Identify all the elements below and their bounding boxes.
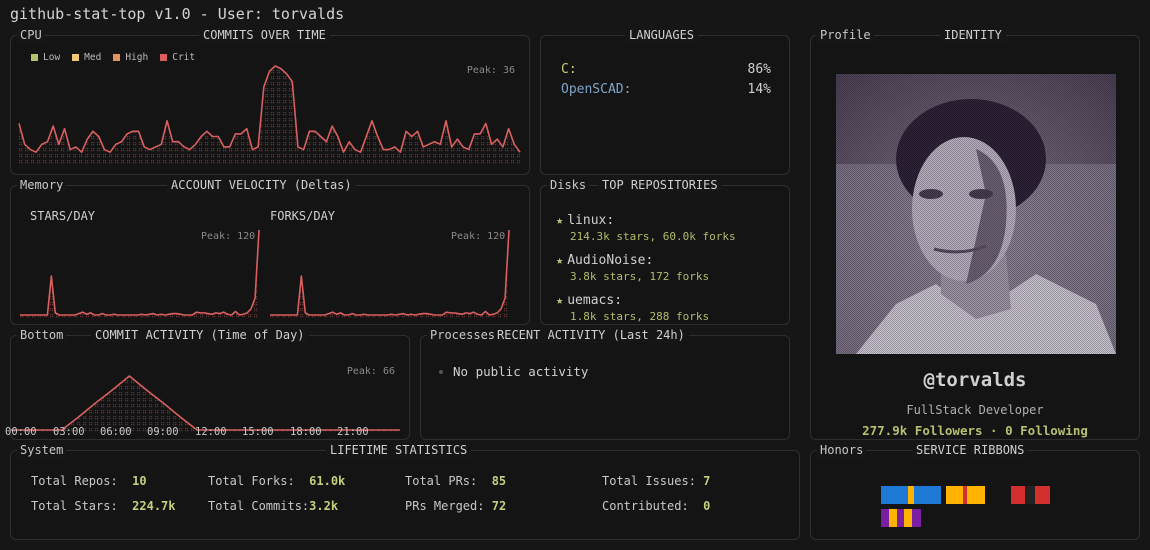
bullet-icon (439, 369, 443, 374)
x-tick: 12:00 (195, 426, 227, 438)
x-tick: 09:00 (147, 426, 179, 438)
panel-title: LIFETIME STATISTICS (326, 442, 472, 458)
stars-peak-label: Peak: 120 (201, 231, 256, 242)
star-icon: ★ (556, 253, 564, 267)
panel-title: TOP REPOSITORIES (598, 177, 722, 193)
repos-panel: Disks TOP REPOSITORIES ★ linux: 214.3k st… (540, 177, 790, 325)
stat-total-forks: Total Forks: 61.0k (208, 474, 346, 488)
repo-name: AudioNoise: (567, 253, 654, 268)
x-tick: 06:00 (100, 426, 132, 438)
repo-name: linux: (567, 213, 615, 228)
commits-line-chart (18, 65, 521, 166)
repo-details: 1.8k stars, 288 forks (570, 310, 710, 323)
time-of-day-area-chart (11, 375, 400, 432)
service-ribbon (881, 486, 942, 504)
star-icon: ★ (556, 293, 564, 307)
languages-panel: LANGUAGES C: 86% OpenSCAD: 14% (540, 27, 790, 175)
chart-legend: Low Med High Crit (31, 52, 195, 63)
panel-tag: Honors (817, 442, 867, 458)
x-tick: 00:00 (5, 426, 37, 438)
stat-total-prs: Total PRs: 85 (405, 474, 507, 488)
repo-details: 3.8k stars, 172 forks (570, 270, 710, 283)
language-name: C: (561, 62, 577, 77)
stars-line-chart (20, 229, 260, 318)
x-tick: 18:00 (290, 426, 322, 438)
velocity-panel: Memory ACCOUNT VELOCITY (Deltas) STARS/D… (10, 177, 530, 325)
x-tick: 21:00 (337, 426, 369, 438)
panel-tag: Bottom (17, 327, 67, 343)
panel-title: COMMIT ACTIVITY (Time of Day) (91, 327, 309, 343)
panel-title: IDENTITY (940, 27, 1006, 43)
recent-activity-panel: Processes RECENT ACTIVITY (Last 24h) No … (420, 327, 790, 440)
forks-peak-label: Peak: 120 (451, 231, 506, 242)
x-tick: 03:00 (53, 426, 85, 438)
avatar (836, 74, 1116, 354)
activity-item: No public activity (439, 364, 588, 379)
stat-total-issues: Total Issues: 7 (602, 474, 711, 488)
profile-handle: @torvalds (923, 369, 1027, 391)
stats-panel: System LIFETIME STATISTICS Total Repos: … (10, 442, 800, 540)
peak-label: Peak: 66 (346, 366, 395, 377)
repo-details: 214.3k stars, 60.0k forks (570, 230, 736, 243)
profile-followers[interactable]: 277.9k Followers · 0 Following (862, 423, 1088, 438)
language-percent: 86% (747, 62, 771, 77)
repo-item-audionoise[interactable]: ★ AudioNoise: 3.8k stars, 172 forks (556, 253, 709, 283)
stat-contributed: Contributed: 0 (602, 499, 711, 513)
legend-med: Med (72, 52, 101, 63)
stat-total-commits: Total Commits:3.2k (208, 499, 339, 513)
legend-high: High (113, 52, 148, 63)
x-tick: 15:00 (242, 426, 274, 438)
honors-panel: Honors SERVICE RIBBONS (810, 442, 1140, 540)
profile-role: FullStack Developer (906, 403, 1044, 417)
legend-low: Low (31, 52, 60, 63)
language-percent: 14% (747, 82, 771, 97)
legend-crit: Crit (160, 52, 195, 63)
peak-label: Peak: 36 (466, 65, 515, 76)
panel-title: RECENT ACTIVITY (Last 24h) (497, 327, 689, 343)
service-ribbon (881, 509, 921, 527)
panel-tag: Memory (17, 177, 67, 193)
stat-prs-merged: PRs Merged: 72 (405, 499, 507, 513)
activity-text: No public activity (453, 364, 589, 379)
panel-title: SERVICE RIBBONS (912, 442, 1029, 458)
panel-tag: CPU (17, 27, 45, 43)
time-of-day-panel: Bottom COMMIT ACTIVITY (Time of Day) Pea… (5, 327, 410, 440)
app-title: github-stat-top v1.0 - User: torvalds (10, 5, 345, 23)
panel-tag: Disks (547, 177, 590, 193)
repo-item-linux[interactable]: ★ linux: 214.3k stars, 60.0k forks (556, 213, 736, 243)
stat-total-stars: Total Stars: 224.7k (31, 499, 176, 513)
panel-title: ACCOUNT VELOCITY (Deltas) (167, 177, 356, 193)
forks-per-day-label: FORKS/DAY (270, 209, 336, 223)
service-ribbon (1011, 486, 1050, 504)
language-row-openscad: OpenSCAD: 14% (561, 82, 771, 97)
panel-tag: Processes (427, 327, 499, 343)
panel-tag: Profile (817, 27, 874, 43)
service-ribbon (946, 486, 985, 504)
identity-panel: Profile IDENTITY @torvalds Fu (810, 27, 1140, 440)
commits-panel: CPU COMMITS OVER TIME Low Med High Crit … (10, 27, 530, 175)
repo-item-uemacs[interactable]: ★ uemacs: 1.8k stars, 288 forks (556, 293, 709, 323)
panel-title: LANGUAGES (625, 27, 699, 43)
language-name: OpenSCAD: (561, 82, 632, 97)
panel-title: COMMITS OVER TIME (199, 27, 330, 43)
stars-per-day-label: STARS/DAY (30, 209, 96, 223)
stat-total-repos: Total Repos: 10 (31, 474, 147, 488)
language-row-c: C: 86% (561, 62, 771, 77)
forks-line-chart (270, 229, 510, 318)
panel-tag: System (17, 442, 67, 458)
star-icon: ★ (556, 213, 564, 227)
repo-name: uemacs: (567, 293, 623, 308)
